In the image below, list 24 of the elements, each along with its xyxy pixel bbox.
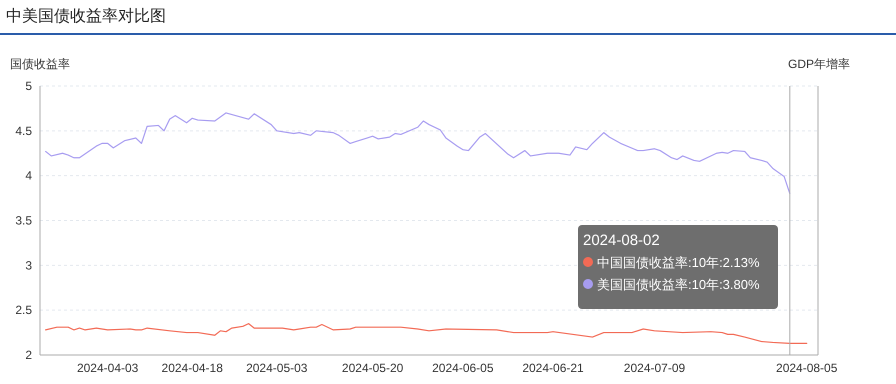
y2-axis-title: GDP年增率 xyxy=(788,57,850,71)
x-tick-label: 2024-04-18 xyxy=(162,361,224,375)
x-tick-label: 2024-07-09 xyxy=(624,361,686,375)
x-tick-label: 2024-05-20 xyxy=(342,361,404,375)
x-tick-label: 2024-04-03 xyxy=(76,361,139,375)
x-tick-label: 2024-06-05 xyxy=(432,361,494,375)
y-tick-label: 3 xyxy=(25,258,32,272)
annotation: 美国国债收益率:10年:3.80% xyxy=(597,277,760,292)
x-tick-label: 2024-05-03 xyxy=(246,361,308,375)
y-tick-label: 2.5 xyxy=(15,303,32,318)
x-tick-label: 2024-08-05 xyxy=(776,361,838,375)
line-series xyxy=(45,112,790,194)
line-series xyxy=(45,323,808,344)
annotation: 2024-08-02 xyxy=(583,232,660,249)
y-axis-title: 国债收益率 xyxy=(10,57,70,71)
y-tick-label: 4.5 xyxy=(15,124,32,138)
y-tick-label: 4 xyxy=(25,168,32,183)
x-tick-label: 2024-06-21 xyxy=(522,361,584,375)
y-tick-label: 5 xyxy=(25,79,32,93)
tooltip: 2024-08-02 中国国债收益率:10年:2.13% 美国国债收益率:10年:3.80% xyxy=(578,225,778,309)
y-tick-label: 3.5 xyxy=(15,214,32,228)
y-tick-label: 2 xyxy=(25,348,32,362)
annotation: 中国国债收益率:10年:2.13% xyxy=(597,255,760,270)
chart-title: 中美国债收益率对比图 xyxy=(6,7,166,25)
